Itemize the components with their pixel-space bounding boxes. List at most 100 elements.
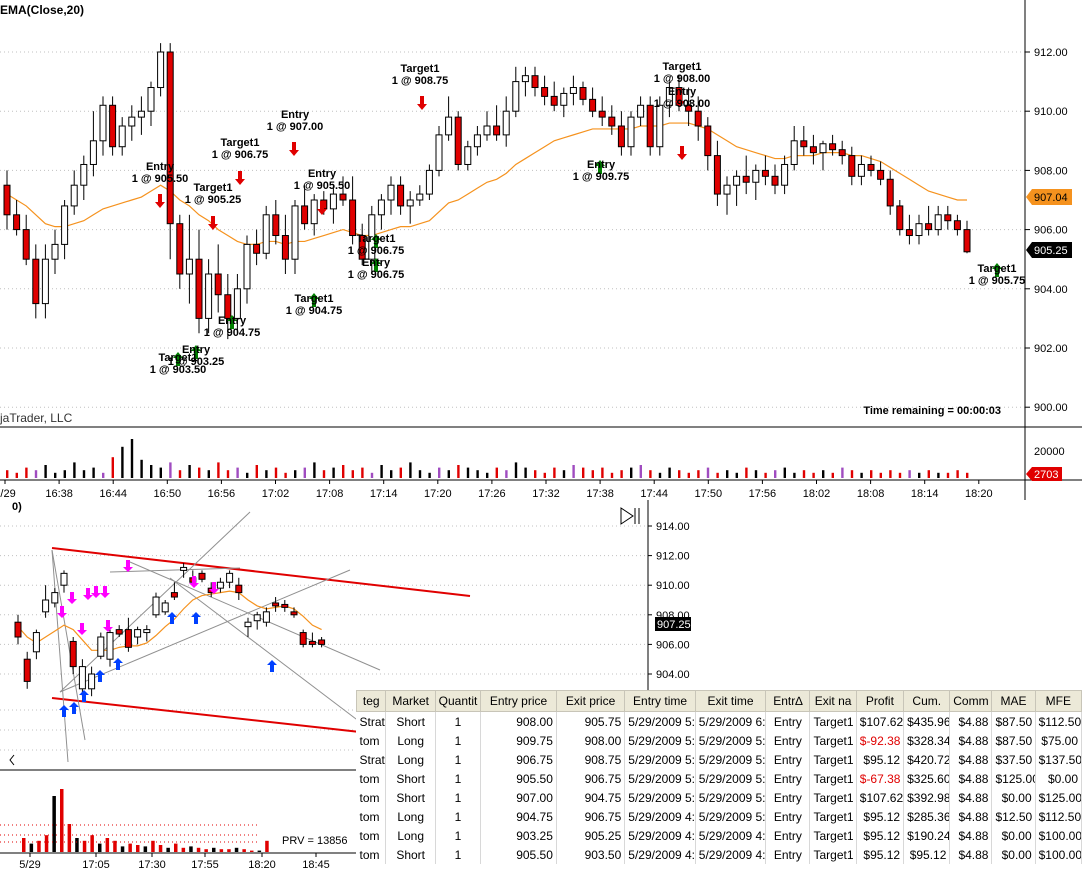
secondary-volume-bar bbox=[52, 796, 56, 852]
table-cell: $-92.38 bbox=[856, 731, 905, 750]
volume-bar bbox=[639, 465, 642, 478]
column-header[interactable]: Exit time bbox=[694, 690, 767, 712]
marker-fill: 1 @ 908.75 bbox=[392, 75, 449, 87]
table-cell: $4.88 bbox=[949, 769, 993, 788]
marker-fill: 1 @ 908.00 bbox=[654, 98, 711, 110]
short-arrow-icon bbox=[289, 142, 299, 156]
candle bbox=[915, 214, 923, 245]
table-row[interactable]: tom Short 1 905.50 903.50 5/29/2009 4: 5/29/20… bbox=[356, 845, 1082, 864]
table-cell: 5/29/2009 4: bbox=[695, 826, 767, 845]
volume-bar bbox=[15, 472, 18, 478]
table-cell: 908.75 bbox=[556, 750, 626, 769]
column-header[interactable]: teg bbox=[355, 690, 387, 712]
marker-fill: 1 @ 906.75 bbox=[348, 269, 405, 281]
table-cell: 5/29/2009 5: bbox=[624, 788, 696, 807]
table-cell: 903.25 bbox=[480, 826, 557, 845]
candle bbox=[521, 66, 529, 97]
marker-title: Entry bbox=[668, 86, 697, 98]
short-arrow-icon bbox=[677, 146, 687, 160]
candle bbox=[41, 244, 49, 319]
secondary-time-tick: 18:20 bbox=[248, 859, 276, 870]
up-arrow-icon bbox=[59, 705, 69, 717]
column-header[interactable]: MAE bbox=[991, 690, 1036, 712]
panel-toggle-icon[interactable] bbox=[620, 507, 640, 525]
up-arrow-icon bbox=[191, 612, 201, 624]
secondary-candle bbox=[106, 629, 114, 667]
table-row[interactable]: Strat Short 1 908.00 905.75 5/29/2009 5: 5/29/… bbox=[356, 711, 1082, 731]
secondary-candle bbox=[198, 570, 206, 583]
candle bbox=[512, 66, 520, 118]
column-header[interactable]: Exit price bbox=[555, 690, 626, 712]
column-header[interactable]: Quantit bbox=[434, 690, 482, 712]
table-cell: $95.12 bbox=[856, 845, 905, 864]
candle bbox=[944, 205, 952, 230]
table-cell: Long bbox=[385, 826, 436, 845]
volume-bar bbox=[63, 470, 66, 478]
volume-bar bbox=[332, 467, 335, 478]
time-tick-label: 17:14 bbox=[370, 488, 398, 500]
secondary-candle bbox=[124, 617, 132, 652]
table-row[interactable]: tom Short 1 907.00 904.75 5/29/2009 5: 5/29/20… bbox=[356, 788, 1082, 807]
marker-title: Entry bbox=[182, 344, 211, 356]
volume-bar bbox=[764, 472, 767, 478]
table-cell: $4.88 bbox=[949, 845, 993, 864]
table-cell: Entry bbox=[765, 807, 811, 826]
price-tick-label: 908.00 bbox=[1034, 165, 1068, 177]
marker-title: Target1 bbox=[295, 293, 334, 305]
column-header[interactable]: Entry time bbox=[624, 690, 696, 712]
table-cell: $137.50 bbox=[1035, 750, 1082, 769]
secondary-volume-bar bbox=[67, 824, 72, 852]
candle bbox=[569, 75, 577, 106]
secondary-volume-bar bbox=[128, 843, 132, 852]
up-arrow-icon bbox=[95, 670, 105, 682]
column-header[interactable]: Market bbox=[385, 690, 436, 712]
scroll-left-icon[interactable] bbox=[9, 754, 15, 766]
candle bbox=[416, 185, 424, 206]
column-header[interactable]: Exit na bbox=[809, 690, 857, 712]
column-header[interactable]: Entry price bbox=[480, 690, 557, 712]
volume-bar bbox=[774, 470, 777, 478]
candle bbox=[425, 164, 433, 200]
price-tick-label: 912.00 bbox=[1034, 47, 1068, 59]
candle bbox=[502, 96, 510, 147]
secondary-volume-bar bbox=[29, 843, 34, 852]
down-arrow-icon bbox=[67, 592, 77, 604]
candle bbox=[118, 117, 126, 156]
column-header[interactable]: Cum. bbox=[903, 690, 951, 712]
volume-bar bbox=[850, 470, 854, 478]
volume-bar bbox=[255, 465, 258, 478]
column-header[interactable]: MFE bbox=[1034, 690, 1082, 712]
table-row[interactable]: tom Long 1 909.75 908.00 5/29/2009 5: 5/29/200… bbox=[356, 731, 1082, 750]
volume-bar bbox=[226, 470, 230, 478]
column-header[interactable]: Profit bbox=[855, 690, 905, 712]
table-row[interactable]: tom Short 1 905.50 906.75 5/29/2009 5: 5/29/20… bbox=[356, 769, 1082, 788]
candle bbox=[32, 244, 40, 319]
table-cell: Target1 bbox=[809, 845, 857, 864]
trend-lines bbox=[51, 511, 471, 763]
volume-bar bbox=[370, 472, 374, 478]
secondary-candle bbox=[97, 632, 105, 660]
volume-bar bbox=[668, 467, 671, 478]
candle bbox=[617, 111, 625, 156]
secondary-volume-bar bbox=[189, 846, 193, 852]
volume-bar bbox=[956, 470, 959, 478]
volume-bar bbox=[754, 470, 758, 478]
candle bbox=[205, 259, 213, 334]
table-cell: $100.00 bbox=[1035, 845, 1082, 864]
table-row[interactable]: Strat Long 1 906.75 908.75 5/29/2009 5: 5/29/2… bbox=[356, 750, 1082, 769]
trades-table[interactable]: teg Market Quantit Entry price Exit price Ent… bbox=[355, 690, 1082, 864]
table-row[interactable]: tom Long 1 903.25 905.25 5/29/2009 4: 5/29/200… bbox=[356, 826, 1082, 845]
down-arrow-icon bbox=[123, 560, 133, 572]
price-axis: 912.00 910.00 908.00 906.00 904.00 902.00 900.… bbox=[1025, 47, 1068, 414]
time-tick-label: 5/29 bbox=[0, 488, 16, 500]
column-header[interactable]: Comm bbox=[949, 690, 993, 712]
column-header[interactable]: Entr∆ bbox=[765, 690, 811, 712]
fib-line bbox=[51, 549, 86, 741]
fib-line bbox=[109, 567, 241, 573]
table-row[interactable]: tom Long 1 904.75 906.75 5/29/2009 4: 5/29/200… bbox=[356, 807, 1082, 826]
table-cell: 5/29/2009 6: bbox=[695, 711, 767, 731]
